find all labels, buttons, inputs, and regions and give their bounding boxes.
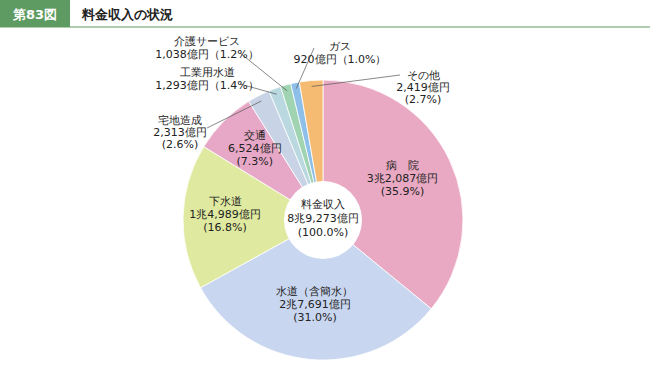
category-label: 病 院 bbox=[386, 159, 419, 172]
amount-label: 920億円 bbox=[294, 53, 337, 66]
header-rule bbox=[0, 27, 650, 28]
amount-label: 2兆7,691億円 bbox=[279, 298, 351, 311]
amount-label: 3兆2,087億円 bbox=[367, 172, 439, 185]
category-label: ガス bbox=[329, 40, 351, 53]
total-label: 料金収入 bbox=[301, 198, 345, 211]
category-label: 下水道 bbox=[209, 195, 242, 208]
amount-label: 1,038億円 bbox=[155, 48, 209, 61]
donut-hole bbox=[284, 181, 362, 259]
header-tab bbox=[0, 0, 70, 27]
value-label: (2.7%) bbox=[405, 93, 442, 106]
value-label: (16.8%) bbox=[203, 221, 247, 234]
category-label: 水道（含簡水） bbox=[276, 285, 353, 298]
amount-label: 1兆4,989億円 bbox=[189, 208, 261, 221]
leader-line bbox=[312, 75, 400, 86]
slices bbox=[183, 80, 463, 360]
value-label: （1.2%） bbox=[209, 48, 259, 61]
leader-line bbox=[207, 101, 261, 128]
category-label: 介護サービス bbox=[174, 35, 240, 48]
amount-label: 6,524億円 bbox=[228, 142, 282, 155]
category-label: 工業用水道 bbox=[180, 66, 235, 79]
category-label: 交通 bbox=[244, 129, 266, 142]
figure-number: 第83図 bbox=[12, 7, 57, 22]
amount-value-label: 920億円（1.0%） bbox=[294, 53, 387, 66]
value-label: (2.6%) bbox=[162, 138, 199, 151]
amount-label: 1,293億円 bbox=[155, 79, 209, 92]
header-bg bbox=[0, 0, 650, 27]
total-amount: 8兆9,273億円 bbox=[287, 212, 359, 225]
value-label: （1.4%） bbox=[209, 79, 259, 92]
amount-value-label: 1,038億円（1.2%） bbox=[155, 48, 258, 61]
chart: 第83図 料金収入の状況料金収入8兆9,273億円(100.0%) 病 院3兆2,0… bbox=[0, 0, 650, 367]
value-label: （1.0%） bbox=[337, 53, 387, 66]
value-label: (31.0%) bbox=[293, 311, 337, 324]
total-value: (100.0%) bbox=[298, 226, 349, 239]
value-label: (35.9%) bbox=[381, 185, 425, 198]
value-label: (7.3%) bbox=[237, 155, 274, 168]
title: 料金収入の状況 bbox=[81, 7, 173, 22]
amount-value-label: 1,293億円（1.4%） bbox=[155, 79, 258, 92]
